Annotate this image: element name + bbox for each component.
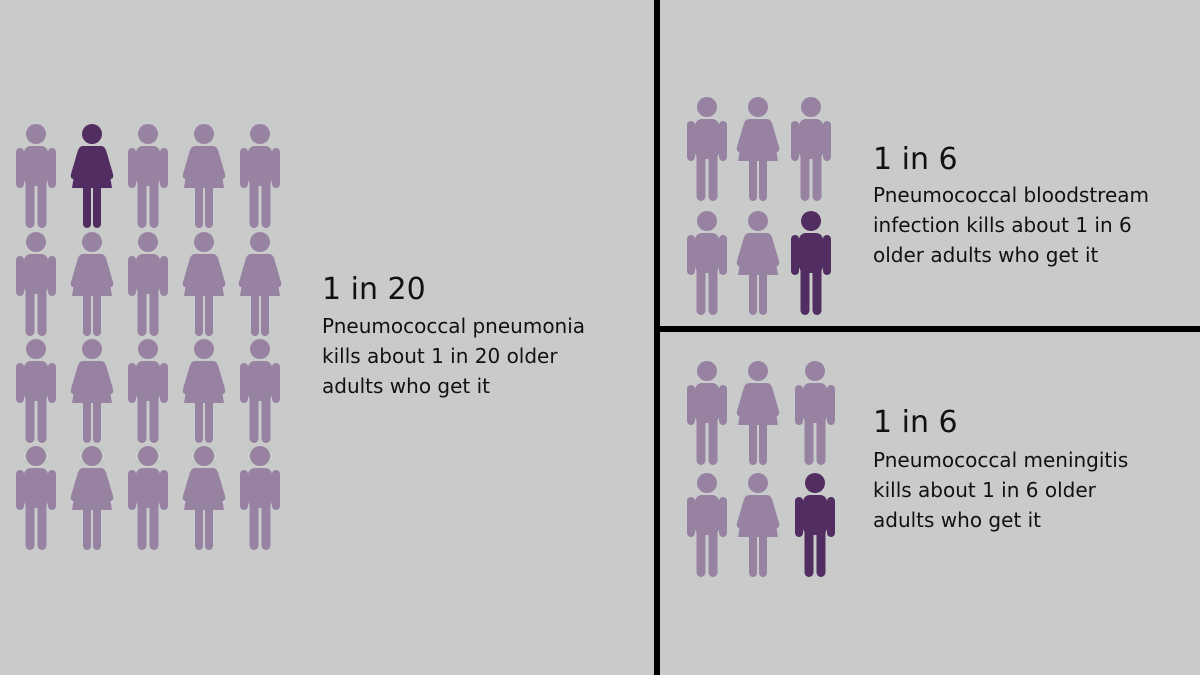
man-figure-icon-highlighted <box>791 473 839 577</box>
panel-3-description: Pneumococcal meningitis kills about 1 in… <box>873 445 1200 535</box>
man-figure-icon <box>683 473 731 577</box>
woman-figure-icon <box>68 446 116 550</box>
woman-figure-icon <box>68 232 116 336</box>
desc-line: Pneumococcal pneumonia <box>322 314 586 338</box>
woman-figure-icon <box>734 211 782 315</box>
desc-line: kills about 1 in 20 older <box>322 344 558 368</box>
panel-2-stat: 1 in 6 <box>873 142 958 177</box>
man-figure-icon <box>12 232 60 336</box>
panel-1-stat: 1 in 20 <box>322 272 426 307</box>
man-figure-icon <box>787 97 835 201</box>
desc-line: kills about 1 in 6 older <box>873 478 1096 502</box>
man-figure-icon <box>236 339 284 443</box>
woman-figure-icon <box>180 124 228 228</box>
man-figure-icon <box>236 446 284 550</box>
man-figure-icon <box>683 211 731 315</box>
woman-figure-icon <box>180 232 228 336</box>
horizontal-divider <box>657 326 1200 332</box>
desc-line: Pneumococcal bloodstream <box>873 183 1149 207</box>
desc-line: infection kills about 1 in 6 <box>873 213 1132 237</box>
man-figure-icon <box>683 97 731 201</box>
panel-2-description: Pneumococcal bloodstream infection kills… <box>873 180 1200 270</box>
man-figure-icon <box>12 446 60 550</box>
woman-figure-icon <box>734 97 782 201</box>
man-figure-icon <box>683 361 731 465</box>
man-figure-icon-highlighted <box>787 211 835 315</box>
woman-figure-icon <box>734 473 782 577</box>
panel-3-stat: 1 in 6 <box>873 405 958 440</box>
desc-line: Pneumococcal meningitis <box>873 448 1129 472</box>
woman-figure-icon <box>236 232 284 336</box>
man-figure-icon <box>791 361 839 465</box>
man-figure-icon <box>236 124 284 228</box>
desc-line: adults who get it <box>873 508 1042 532</box>
man-figure-icon <box>124 232 172 336</box>
woman-figure-icon <box>180 446 228 550</box>
desc-line: older adults who get it <box>873 243 1099 267</box>
vertical-divider <box>654 0 660 675</box>
man-figure-icon <box>124 339 172 443</box>
man-figure-icon <box>124 124 172 228</box>
woman-figure-icon <box>68 339 116 443</box>
panel-1-description: Pneumococcal pneumonia kills about 1 in … <box>322 311 652 401</box>
woman-figure-icon <box>734 361 782 465</box>
man-figure-icon <box>12 339 60 443</box>
man-figure-icon <box>12 124 60 228</box>
man-figure-icon <box>124 446 172 550</box>
woman-figure-icon-highlighted <box>68 124 116 228</box>
woman-figure-icon <box>180 339 228 443</box>
desc-line: adults who get it <box>322 374 491 398</box>
